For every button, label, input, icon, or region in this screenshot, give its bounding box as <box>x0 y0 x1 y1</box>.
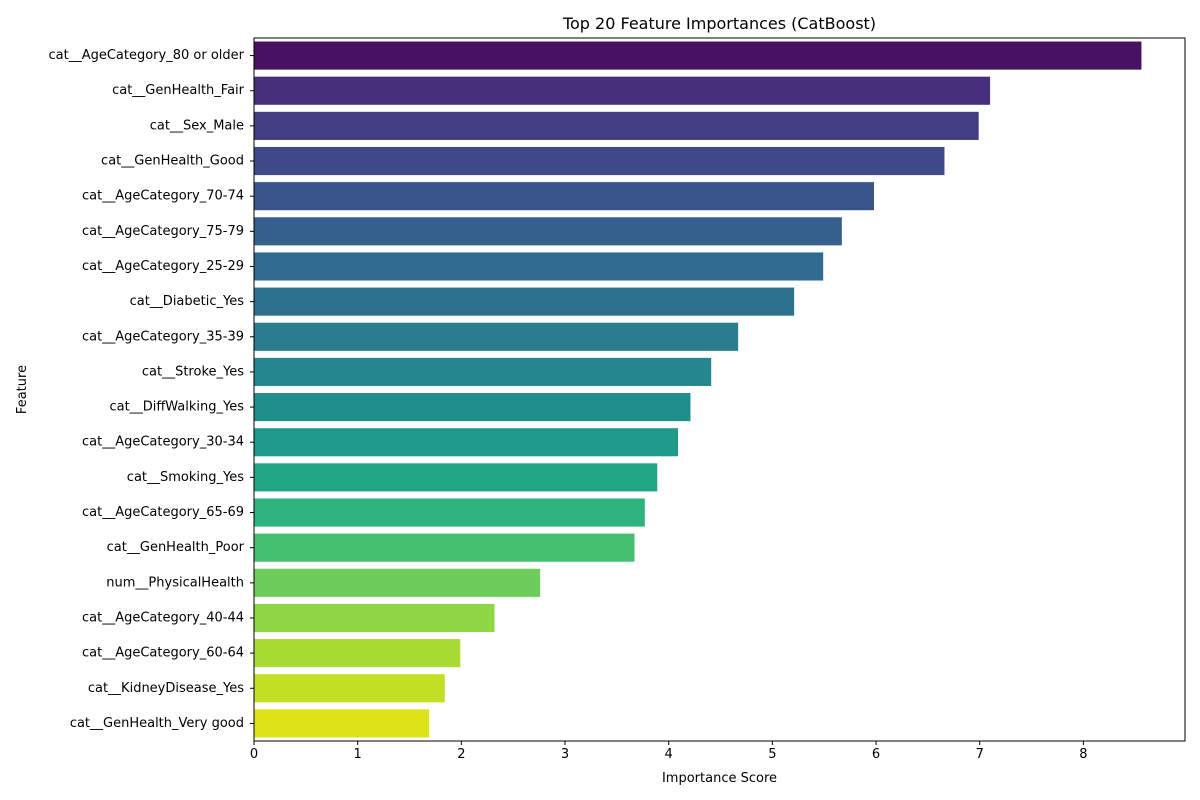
bar <box>254 217 842 246</box>
bar <box>254 463 658 492</box>
bar <box>254 357 712 386</box>
bar <box>254 639 461 668</box>
x-tick-label: 8 <box>1079 747 1087 762</box>
y-axis: cat__AgeCategory_80 or older cat__GenHeal… <box>48 48 254 731</box>
y-tick-label: cat__AgeCategory_60-64 <box>82 646 244 661</box>
bar <box>254 674 445 703</box>
x-tick-label: 5 <box>768 747 776 762</box>
bar <box>254 603 495 633</box>
bar <box>254 533 635 562</box>
x-tick-label: 2 <box>457 747 465 762</box>
bar <box>254 111 979 140</box>
y-axis-label: Feature <box>15 365 30 414</box>
bar <box>254 393 691 422</box>
x-tick-label: 4 <box>665 747 673 762</box>
bar <box>254 709 430 738</box>
y-tick-label: cat__DiffWalking_Yes <box>109 400 244 415</box>
bar <box>254 428 679 457</box>
bar <box>254 498 645 527</box>
y-tick-label: cat__AgeCategory_75-79 <box>82 224 244 239</box>
bar <box>254 182 874 211</box>
bar <box>254 146 945 176</box>
bar <box>254 76 991 105</box>
y-tick-label: cat__AgeCategory_65-69 <box>82 505 244 520</box>
y-tick-label: cat__GenHealth_Fair <box>112 83 245 98</box>
x-axis-label: Importance Score <box>662 771 777 786</box>
y-tick-label: cat__Stroke_Yes <box>142 364 244 379</box>
bar <box>254 252 824 281</box>
y-tick-label: cat__AgeCategory_25-29 <box>82 259 244 274</box>
plot-frame <box>253 37 1186 742</box>
y-tick-label: cat__KidneyDisease_Yes <box>88 681 244 696</box>
y-tick-label: cat__GenHealth_Poor <box>107 540 245 555</box>
y-tick-label: cat__Diabetic_Yes <box>130 294 245 309</box>
x-tick-label: 6 <box>872 747 880 762</box>
chart-title: Top 20 Feature Importances (CatBoost) <box>562 14 876 33</box>
y-tick-label: cat__AgeCategory_35-39 <box>82 329 244 344</box>
x-tick-label: 3 <box>561 747 569 762</box>
bar <box>254 568 541 597</box>
y-tick-label: cat__GenHealth_Very good <box>70 716 244 731</box>
y-tick-label: cat__AgeCategory_40-44 <box>82 610 244 625</box>
x-tick-label: 1 <box>354 747 362 762</box>
y-tick-label: cat__GenHealth_Good <box>101 154 244 169</box>
bars-group <box>254 41 1142 738</box>
bar <box>254 322 739 351</box>
y-tick-label: num__PhysicalHealth <box>106 575 244 590</box>
x-tick-label: 0 <box>250 747 258 762</box>
x-axis: 0 1 2 3 4 5 6 7 8 <box>250 741 1088 762</box>
bar <box>254 41 1142 70</box>
y-tick-label: cat__AgeCategory_80 or older <box>48 48 244 63</box>
y-tick-label: cat__AgeCategory_70-74 <box>82 189 244 204</box>
y-tick-label: cat__Smoking_Yes <box>127 470 244 485</box>
y-tick-label: cat__AgeCategory_30-34 <box>82 435 244 450</box>
x-tick-label: 7 <box>976 747 984 762</box>
bar <box>254 287 795 316</box>
y-tick-label: cat__Sex_Male <box>150 118 244 133</box>
